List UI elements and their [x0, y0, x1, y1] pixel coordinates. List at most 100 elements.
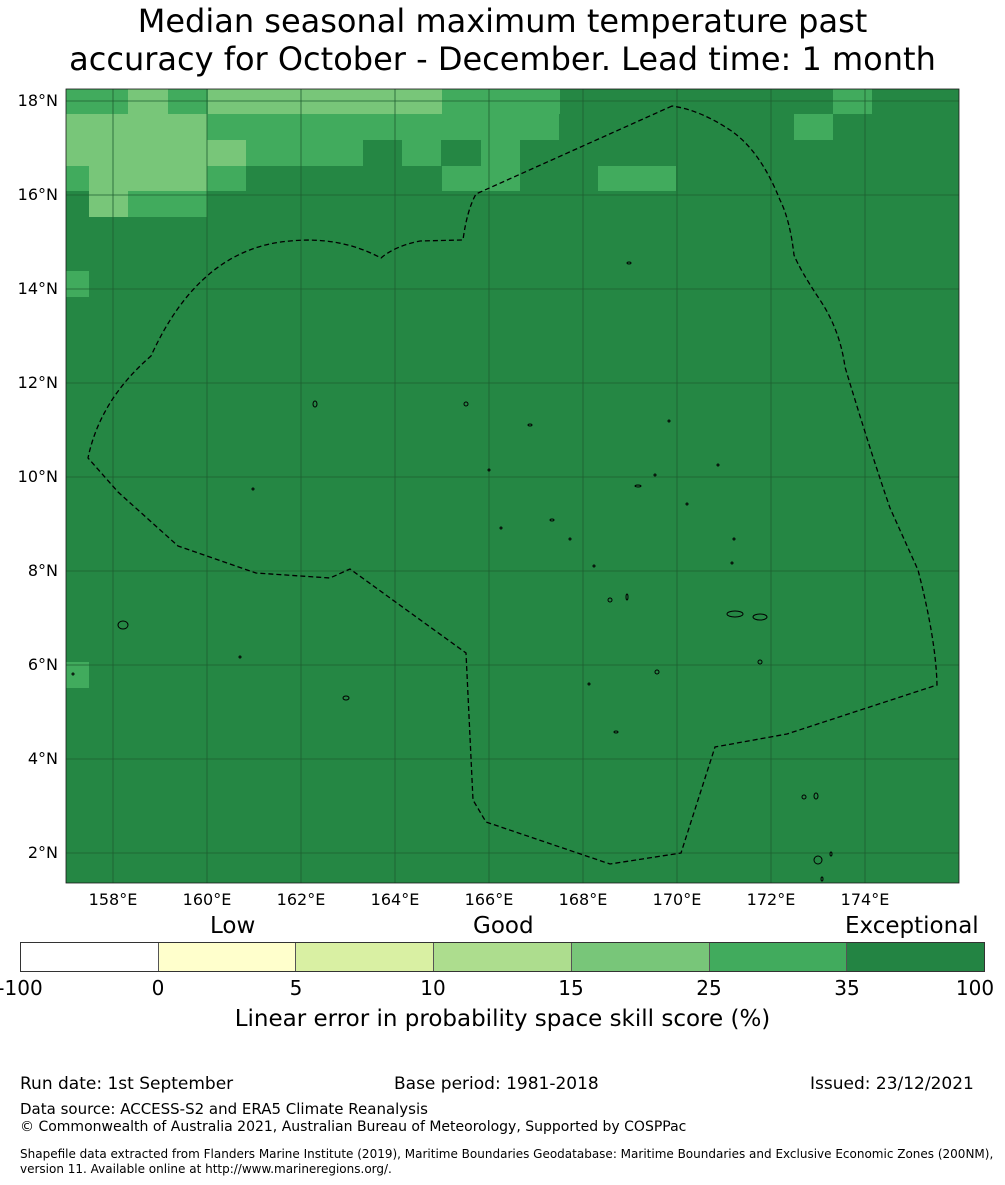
longitude-label: 160°E [182, 890, 232, 909]
island-outline [71, 672, 75, 676]
latitude-label: 12°N [17, 373, 58, 392]
longitude-label: 168°E [558, 890, 608, 909]
colorbar-tick-label: 100 [955, 976, 995, 1000]
latitude-label: 2°N [27, 843, 58, 862]
longitude-label: 164°E [370, 890, 420, 909]
colorbar-segment [709, 943, 848, 971]
island-outline [549, 518, 555, 522]
island-outline [592, 564, 596, 568]
latitude-label: 14°N [17, 279, 58, 298]
island-outline [238, 655, 242, 659]
skill-cell [89, 166, 207, 191]
colorbar-segment [847, 943, 985, 971]
island-outline [342, 695, 350, 701]
colorbar [20, 942, 985, 972]
skill-cell [128, 89, 168, 114]
island-outline [499, 526, 503, 530]
skill-cell [89, 140, 207, 166]
latitude-label: 10°N [17, 467, 58, 486]
longitude-label: 162°E [276, 890, 326, 909]
map-plot [65, 88, 960, 884]
colorbar-segment [21, 943, 159, 971]
skill-cell [207, 114, 559, 140]
island-outline [625, 593, 629, 601]
skill-cell [246, 140, 363, 166]
colorbar-tick-label: 15 [558, 976, 584, 1000]
island-outline [312, 400, 318, 408]
skill-cell [66, 166, 89, 191]
island-outline [527, 423, 533, 427]
skill-cell [207, 140, 246, 166]
issued-date: Issued: 23/12/2021 [810, 1074, 974, 1094]
skill-cell [66, 114, 207, 140]
map-frame [65, 88, 960, 884]
island-outline [757, 659, 763, 665]
island-outlines [71, 261, 833, 882]
island-outline [813, 855, 823, 865]
latitude-label: 6°N [27, 655, 58, 674]
chart-title-line-1: Median seasonal maximum temperature past [137, 2, 868, 40]
latitude-label: 4°N [27, 749, 58, 768]
island-outline [820, 876, 824, 882]
skill-cell [481, 140, 520, 166]
island-outline [730, 561, 734, 565]
island-outline [667, 419, 671, 423]
skill-cells [66, 89, 872, 688]
island-outline [752, 613, 768, 621]
colorbar-tick-label: 35 [834, 976, 860, 1000]
skill-cell [442, 166, 520, 191]
category-good: Good [473, 913, 534, 939]
island-outline [813, 792, 819, 800]
island-outline [653, 473, 657, 477]
island-outline [613, 730, 619, 734]
shapefile-credit-line-2: version 11. Available online at http://w… [20, 1162, 392, 1176]
longitude-label: 170°E [652, 890, 702, 909]
colorbar-segment [434, 943, 572, 971]
graticule [66, 89, 959, 883]
map-background [66, 89, 959, 883]
copyright: © Commonwealth of Australia 2021, Austra… [20, 1119, 687, 1135]
island-outline [685, 502, 689, 506]
skill-cell [833, 89, 872, 114]
island-outline [626, 261, 632, 265]
island-outline [251, 487, 255, 491]
skill-cell [66, 271, 89, 297]
island-outline [726, 610, 744, 618]
longitude-label: 172°E [746, 890, 796, 909]
category-low: Low [210, 913, 256, 939]
skill-cell [207, 166, 246, 191]
skill-cell [66, 662, 89, 688]
skill-cell [168, 89, 208, 114]
colorbar-segment [296, 943, 435, 971]
base-period: Base period: 1981-2018 [394, 1074, 599, 1094]
island-outline [829, 851, 833, 857]
colorbar-tick-label: 5 [289, 976, 303, 1000]
island-outline [568, 537, 572, 541]
island-outline [463, 401, 469, 407]
colorbar-segment [571, 943, 710, 971]
skill-cell [208, 89, 442, 114]
island-outline [716, 463, 720, 467]
longitude-label: 166°E [464, 890, 514, 909]
skill-cell [66, 89, 128, 114]
latitude-label: 8°N [27, 561, 58, 580]
category-exceptional: Exceptional [845, 913, 979, 939]
island-outline [654, 669, 660, 675]
longitude-label: 174°E [840, 890, 890, 909]
eez-boundary [87, 105, 938, 865]
colorbar-tick-label: 0 [151, 976, 165, 1000]
skill-cell [794, 114, 833, 140]
longitude-label: 158°E [88, 890, 138, 909]
skill-cell [402, 140, 441, 166]
chart-title-line-2: accuracy for October - December. Lead ti… [69, 40, 936, 78]
colorbar-tick-label: -100 [0, 976, 43, 1000]
latitude-label: 18°N [17, 91, 58, 110]
island-outline [487, 468, 491, 472]
run-date: Run date: 1st September [20, 1074, 234, 1094]
colorbar-tick-label: 10 [420, 976, 446, 1000]
skill-cell [442, 89, 560, 114]
shapefile-credit-line-1: Shapefile data extracted from Flanders M… [20, 1147, 994, 1161]
island-outline [587, 682, 591, 686]
data-source: Data source: ACCESS-S2 and ERA5 Climate … [20, 1100, 428, 1118]
colorbar-tick-label: 25 [696, 976, 722, 1000]
